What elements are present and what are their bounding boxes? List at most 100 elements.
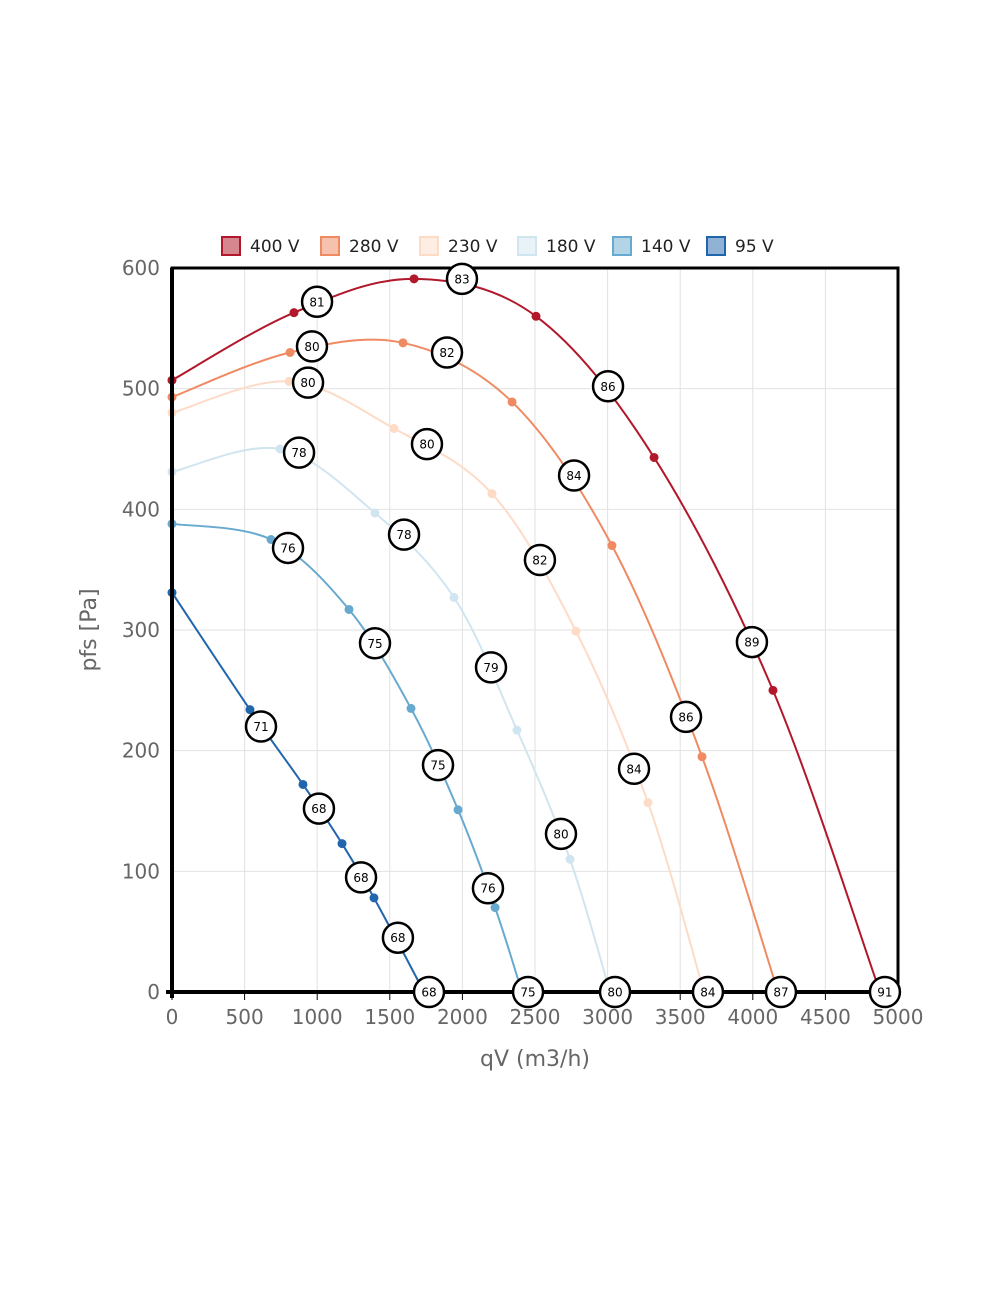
efficiency-label: 82	[430, 336, 464, 369]
legend[interactable]: 400 V 280 V 230 V 180 V 140 V 95 V	[221, 236, 774, 257]
efficiency-label: 78	[387, 518, 421, 551]
label-text: 86	[678, 710, 693, 724]
legend-swatch	[612, 236, 632, 256]
efficiency-label: 91	[868, 975, 902, 1009]
label-circle	[591, 370, 625, 403]
label-text: 89	[744, 636, 759, 650]
label-circle	[295, 330, 329, 363]
data-point	[697, 752, 707, 762]
label-text: 84	[566, 469, 581, 483]
x-tick-label: 1000	[292, 1005, 343, 1029]
x-tick-label: 3000	[582, 1005, 633, 1029]
tick-labels: 0 500 1000 1500 2000 2500 3000 3500 4000 4500 5000…	[122, 256, 924, 1029]
plot-frame	[166, 266, 900, 998]
label-circle	[412, 975, 446, 1009]
data-point	[406, 703, 416, 713]
label-circle	[735, 625, 769, 659]
y-tick-label: 200	[122, 739, 160, 763]
data-point	[284, 376, 294, 386]
x-tick-label: 2000	[437, 1005, 488, 1029]
label-text: 91	[877, 986, 892, 1000]
data-point	[512, 725, 522, 735]
data-point	[298, 779, 308, 789]
x-axis-title: qV (m3/h)	[480, 1047, 590, 1072]
data-point	[507, 397, 517, 407]
data-point	[245, 705, 255, 715]
label-circle	[271, 531, 305, 565]
data-point	[649, 452, 659, 462]
label-circle	[598, 975, 632, 1009]
data-point	[490, 903, 500, 913]
legend-swatch	[517, 236, 537, 256]
data-point	[369, 893, 379, 903]
label-circle	[474, 651, 508, 684]
data-point	[344, 604, 354, 614]
efficiency-label: 80	[291, 366, 325, 399]
label-circle	[868, 975, 902, 1009]
label-text: 68	[311, 802, 326, 816]
label-circle	[557, 459, 591, 492]
label-text: 86	[600, 380, 615, 394]
label-text: 81	[309, 295, 324, 309]
efficiency-label: 80	[295, 330, 329, 363]
label-text: 80	[304, 340, 319, 354]
label-circle	[430, 336, 464, 369]
data-point	[370, 508, 380, 518]
data-point	[643, 798, 653, 808]
legend-swatch	[320, 236, 340, 256]
data-point	[289, 308, 299, 318]
label-text: 84	[626, 762, 641, 776]
efficiency-label: 76	[271, 531, 305, 565]
efficiency-label: 68	[381, 921, 415, 954]
efficiency-label: 68	[412, 975, 446, 1009]
efficiency-label: 86	[669, 700, 703, 734]
label-text: 71	[253, 720, 268, 734]
label-text: 84	[700, 986, 715, 1000]
label-circle	[511, 975, 545, 1009]
label-circle	[387, 518, 421, 551]
series-line	[171, 277, 881, 993]
legend-item[interactable]: 180 V	[517, 236, 596, 257]
label-circle	[358, 627, 392, 660]
label-text: 79	[483, 661, 498, 675]
efficiency-label: 80	[598, 975, 632, 1009]
label-text: 75	[520, 986, 535, 1000]
data-point	[571, 626, 581, 636]
x-tick-label: 500	[226, 1005, 264, 1029]
series-180v	[167, 444, 612, 993]
label-circle	[617, 752, 651, 786]
label-circle	[764, 975, 798, 1009]
label-text: 80	[300, 376, 315, 390]
legend-label: 400 V	[250, 237, 300, 257]
label-circle	[691, 975, 725, 1009]
legend-item[interactable]: 95 V	[706, 236, 774, 257]
label-circle	[421, 748, 455, 782]
data-point	[398, 338, 408, 348]
legend-swatch	[221, 236, 241, 256]
efficiency-label: 86	[591, 370, 625, 403]
label-text: 82	[532, 554, 547, 568]
label-circle	[291, 366, 325, 399]
efficiency-label: 81	[300, 285, 334, 319]
label-text: 68	[421, 986, 436, 1000]
legend-item[interactable]: 230 V	[419, 236, 498, 257]
efficiency-label: 75	[421, 748, 455, 782]
efficiency-label: 80	[544, 817, 578, 851]
grid	[171, 267, 899, 1000]
legend-item[interactable]: 400 V	[221, 236, 300, 257]
x-tick-label: 4000	[727, 1005, 778, 1029]
label-text: 78	[291, 446, 306, 460]
label-circle	[300, 285, 334, 319]
legend-item[interactable]: 140 V	[612, 236, 691, 257]
legend-item[interactable]: 280 V	[320, 236, 399, 257]
series-230v	[167, 376, 705, 993]
data-point	[607, 541, 617, 551]
efficiency-label: 79	[474, 651, 508, 684]
data-labels: 81 83 86 89 91 80 82 84 86 87 80 80 82 84 84 78 78 79 80 80…	[244, 262, 902, 1009]
label-circle	[244, 710, 278, 743]
legend-swatch	[419, 236, 439, 256]
efficiency-label: 84	[691, 975, 725, 1009]
efficiency-label: 68	[302, 792, 336, 825]
efficiency-label: 82	[523, 543, 557, 577]
